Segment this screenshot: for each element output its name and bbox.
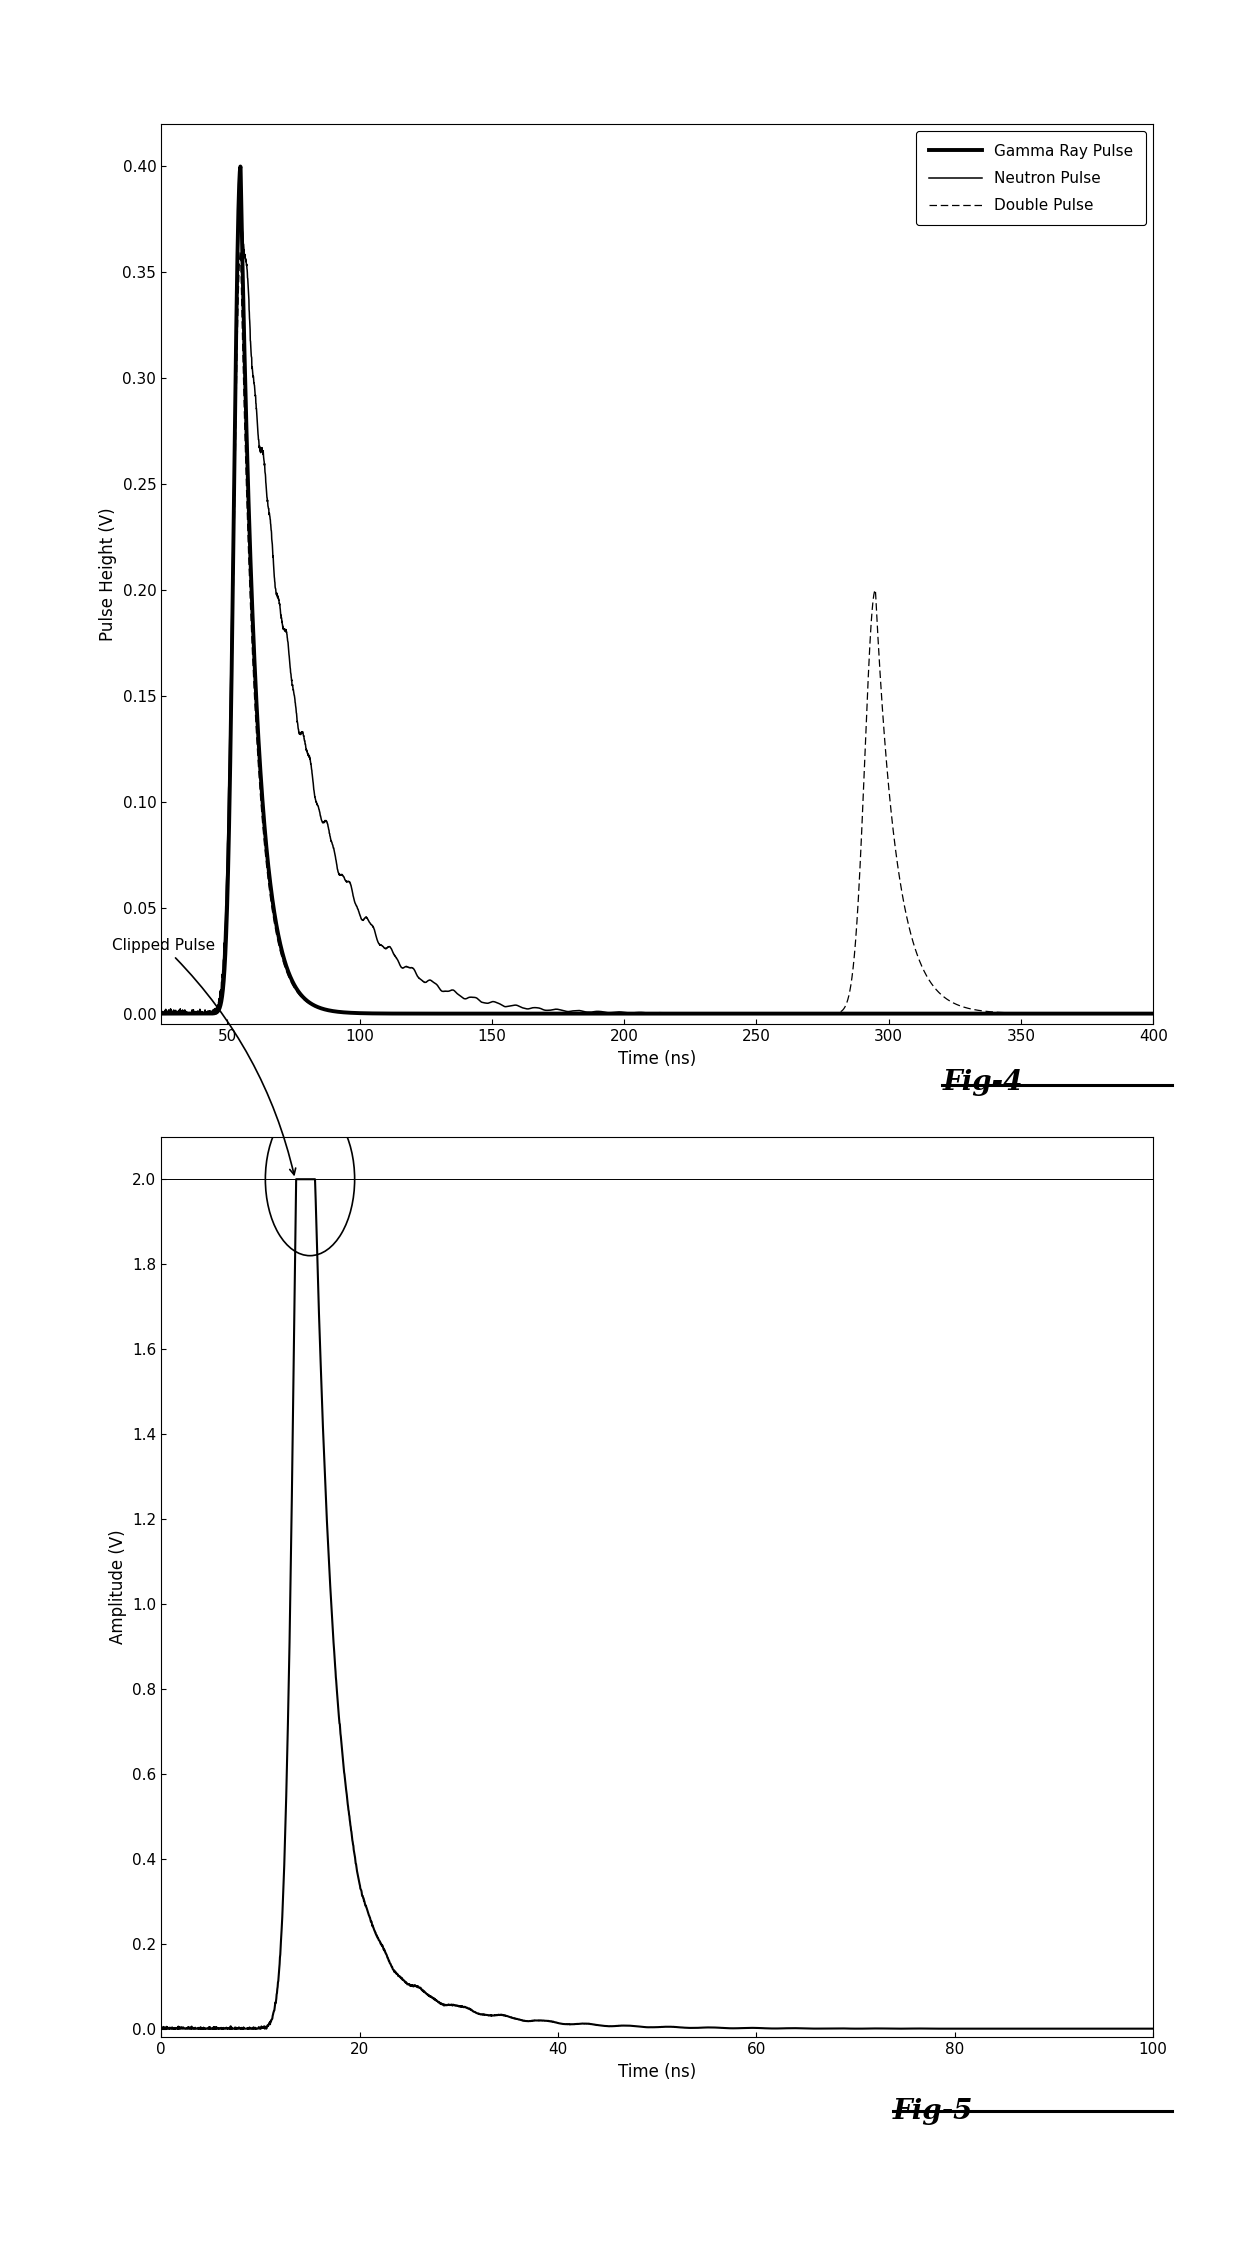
X-axis label: Time (ns): Time (ns) bbox=[618, 1049, 697, 1067]
X-axis label: Time (ns): Time (ns) bbox=[618, 2062, 697, 2080]
Y-axis label: Amplitude (V): Amplitude (V) bbox=[109, 1531, 126, 1643]
Text: Fig-4: Fig-4 bbox=[942, 1069, 1023, 1096]
Legend: Gamma Ray Pulse, Neutron Pulse, Double Pulse: Gamma Ray Pulse, Neutron Pulse, Double P… bbox=[916, 131, 1146, 225]
Text: Clipped Pulse: Clipped Pulse bbox=[112, 939, 295, 1175]
Y-axis label: Pulse Height (V): Pulse Height (V) bbox=[99, 506, 117, 642]
Text: Fig-5: Fig-5 bbox=[893, 2098, 973, 2125]
